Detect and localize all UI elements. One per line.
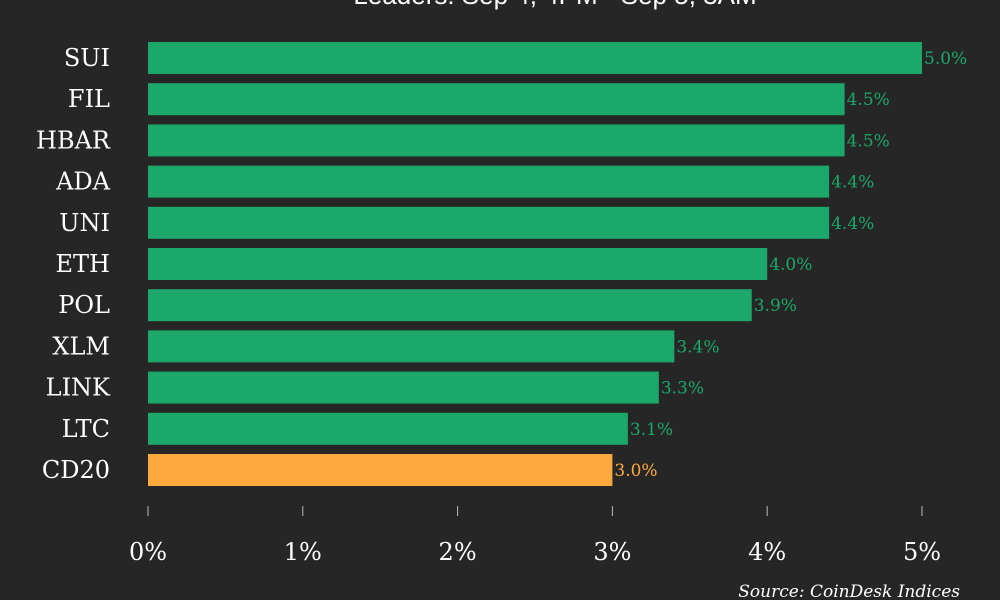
source-note: Source: CoinDesk Indices: [738, 582, 960, 600]
category-label-cd20: CD20: [42, 456, 110, 484]
x-tick-label: 3%: [593, 538, 631, 566]
category-label-ltc: LTC: [62, 415, 110, 443]
bar-sui: [148, 42, 922, 74]
x-tick-label: 1%: [284, 538, 322, 566]
category-label-uni: UNI: [59, 209, 110, 237]
value-label-cd20: 3.0%: [614, 461, 657, 481]
x-tick-label: 4%: [748, 538, 786, 566]
bar-uni: [148, 206, 830, 239]
x-tick-label: 0%: [129, 538, 167, 566]
value-label-uni: 4.4%: [831, 214, 874, 234]
value-label-sui: 5.0%: [924, 49, 967, 69]
bar-xlm: [148, 330, 675, 363]
bar-pol: [148, 289, 752, 322]
value-label-pol: 3.9%: [754, 296, 797, 316]
bar-link: [148, 371, 659, 404]
category-label-link: LINK: [46, 374, 111, 402]
category-label-sui: SUI: [64, 44, 110, 72]
x-tick-label: 5%: [903, 538, 941, 566]
bar-eth: [148, 248, 768, 280]
value-label-hbar: 4.5%: [847, 131, 890, 151]
x-axis: 0% 1% 2% 3% 4% 5%: [129, 506, 941, 566]
value-label-ada: 4.4%: [831, 173, 874, 193]
category-label-hbar: HBAR: [36, 126, 111, 154]
bar-ada: [148, 165, 830, 198]
value-label-xlm: 3.4%: [676, 337, 719, 357]
bar-fil: [148, 83, 845, 116]
value-label-fil: 4.5%: [847, 90, 890, 110]
chart-title: Leaders: Sep 4, 4PM - Sep 5, 3AM: [353, 0, 756, 10]
x-tick-label: 2%: [439, 538, 477, 566]
bars-layer: SUI 5.0% FIL 4.5% HBAR 4.5% ADA 4.4% UNI 4.4% ETH 4…: [36, 42, 967, 486]
bar-cd20: [148, 454, 613, 486]
value-label-link: 3.3%: [661, 379, 704, 399]
category-label-fil: FIL: [68, 85, 110, 113]
value-label-ltc: 3.1%: [630, 420, 673, 440]
bar-hbar: [148, 124, 845, 157]
category-label-xlm: XLM: [52, 332, 110, 360]
category-label-ada: ADA: [55, 168, 111, 196]
value-label-eth: 4.0%: [769, 255, 812, 275]
category-label-pol: POL: [58, 291, 110, 319]
category-label-eth: ETH: [56, 250, 110, 278]
bar-ltc: [148, 412, 628, 445]
